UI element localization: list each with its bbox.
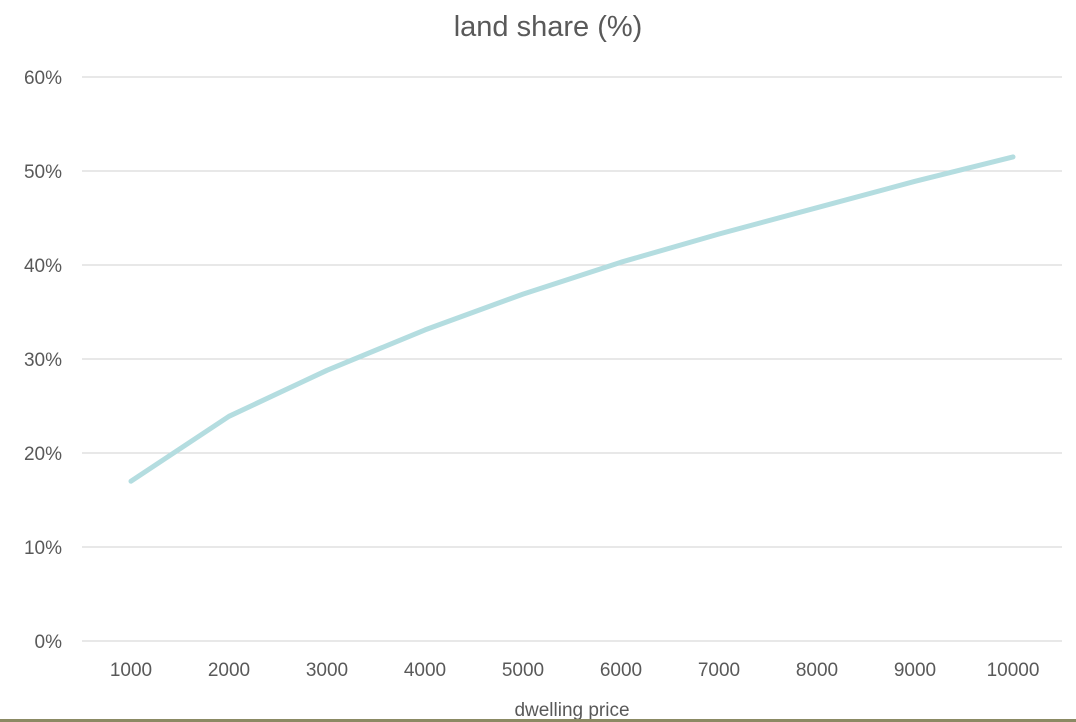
- y-tick-label-30: 30%: [24, 350, 62, 371]
- y-axis-tick-labels: 0% 10% 20% 30% 40% 50% 60%: [24, 68, 62, 653]
- y-tick-label-20: 20%: [24, 444, 62, 465]
- x-tick-label-5000: 5000: [502, 660, 544, 681]
- x-tick-label-2000: 2000: [208, 660, 250, 681]
- x-tick-label-10000: 10000: [987, 660, 1040, 681]
- series-layer: [128, 154, 1016, 484]
- x-tick-label-1000: 1000: [110, 660, 152, 681]
- x-tick-label-4000: 4000: [404, 660, 446, 681]
- x-tick-label-8000: 8000: [796, 660, 838, 681]
- x-tick-label-3000: 3000: [306, 660, 348, 681]
- x-tick-label-7000: 7000: [698, 660, 740, 681]
- chart-title: land share (%): [454, 11, 643, 43]
- y-tick-label-40: 40%: [24, 256, 62, 277]
- y-tick-label-0: 0%: [35, 632, 63, 653]
- y-tick-label-50: 50%: [24, 162, 62, 183]
- x-axis-tick-labels: 1000 2000 3000 4000 5000 6000 7000 8000 9000 1000…: [110, 660, 1040, 681]
- gridlines: [82, 76, 1062, 642]
- series-line-0: [128, 154, 1016, 484]
- x-tick-label-9000: 9000: [894, 660, 936, 681]
- x-tick-label-6000: 6000: [600, 660, 642, 681]
- y-tick-label-10: 10%: [24, 538, 62, 559]
- y-tick-label-60: 60%: [24, 68, 62, 89]
- bottom-border: [0, 719, 1076, 722]
- x-axis-label: dwelling price: [514, 700, 629, 721]
